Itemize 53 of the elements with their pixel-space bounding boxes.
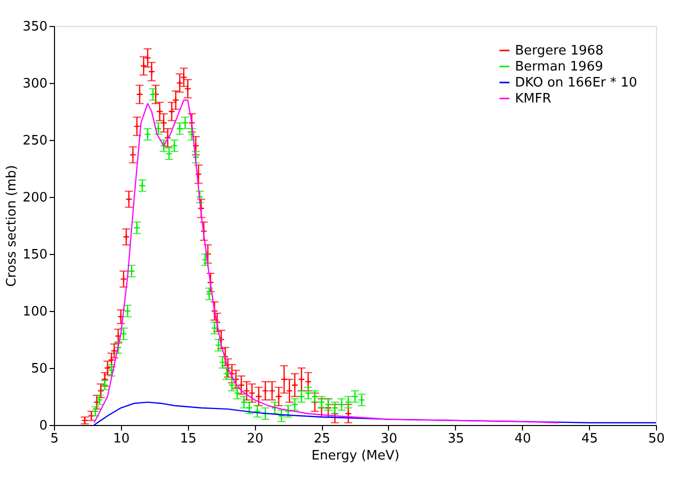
- point: [304, 378, 312, 386]
- legend-label: KMFR: [515, 92, 552, 106]
- y-tick-label: 100: [22, 304, 48, 320]
- x-tick-label: 15: [180, 432, 197, 446]
- point: [219, 358, 226, 366]
- point: [160, 142, 168, 150]
- point: [202, 256, 209, 264]
- point: [268, 387, 276, 394]
- point: [192, 142, 200, 150]
- point: [180, 74, 188, 81]
- point: [133, 224, 140, 232]
- y-tick-label: 300: [22, 76, 48, 92]
- point: [117, 313, 124, 320]
- x-tick-label: 25: [314, 432, 330, 446]
- point: [120, 330, 128, 338]
- point: [164, 134, 172, 142]
- legend-label: DKO on 166Er * 10: [515, 76, 638, 90]
- y-axis-title: Cross section (mb): [4, 165, 20, 287]
- x-tick-label: 45: [581, 432, 598, 446]
- point: [144, 130, 152, 138]
- point: [170, 142, 178, 150]
- x-tick-label: 35: [448, 432, 464, 446]
- point: [344, 398, 352, 406]
- point: [129, 151, 136, 158]
- y-tick-label: 250: [22, 134, 48, 148]
- legend-label: Bergere 1968: [515, 44, 604, 58]
- point: [125, 196, 132, 203]
- point: [188, 130, 196, 138]
- legend-label: Berman 1969: [515, 60, 604, 74]
- point: [318, 398, 326, 406]
- point: [200, 228, 208, 235]
- point: [254, 408, 261, 415]
- point: [262, 387, 269, 394]
- x-tick-label: 5: [50, 432, 59, 446]
- y-tick-label: 0: [39, 418, 48, 434]
- y-tick-label: 150: [22, 248, 48, 262]
- x-tick-label: 10: [113, 432, 130, 446]
- y-tick-label: 50: [30, 362, 48, 376]
- x-tick-label: 40: [514, 432, 531, 446]
- x-tick-label: 30: [380, 432, 398, 446]
- x-axis-title: Energy (MeV): [312, 448, 400, 464]
- point: [97, 387, 104, 394]
- point: [286, 387, 293, 394]
- x-tick-label: 20: [246, 432, 264, 446]
- point: [108, 366, 116, 374]
- point: [133, 122, 140, 130]
- point: [223, 370, 230, 378]
- point: [166, 150, 173, 158]
- point: [284, 408, 292, 415]
- y-tick-label: 350: [22, 20, 48, 34]
- x-tick-label: 50: [648, 432, 665, 446]
- point: [194, 170, 202, 178]
- y-tick-label: 200: [22, 190, 48, 206]
